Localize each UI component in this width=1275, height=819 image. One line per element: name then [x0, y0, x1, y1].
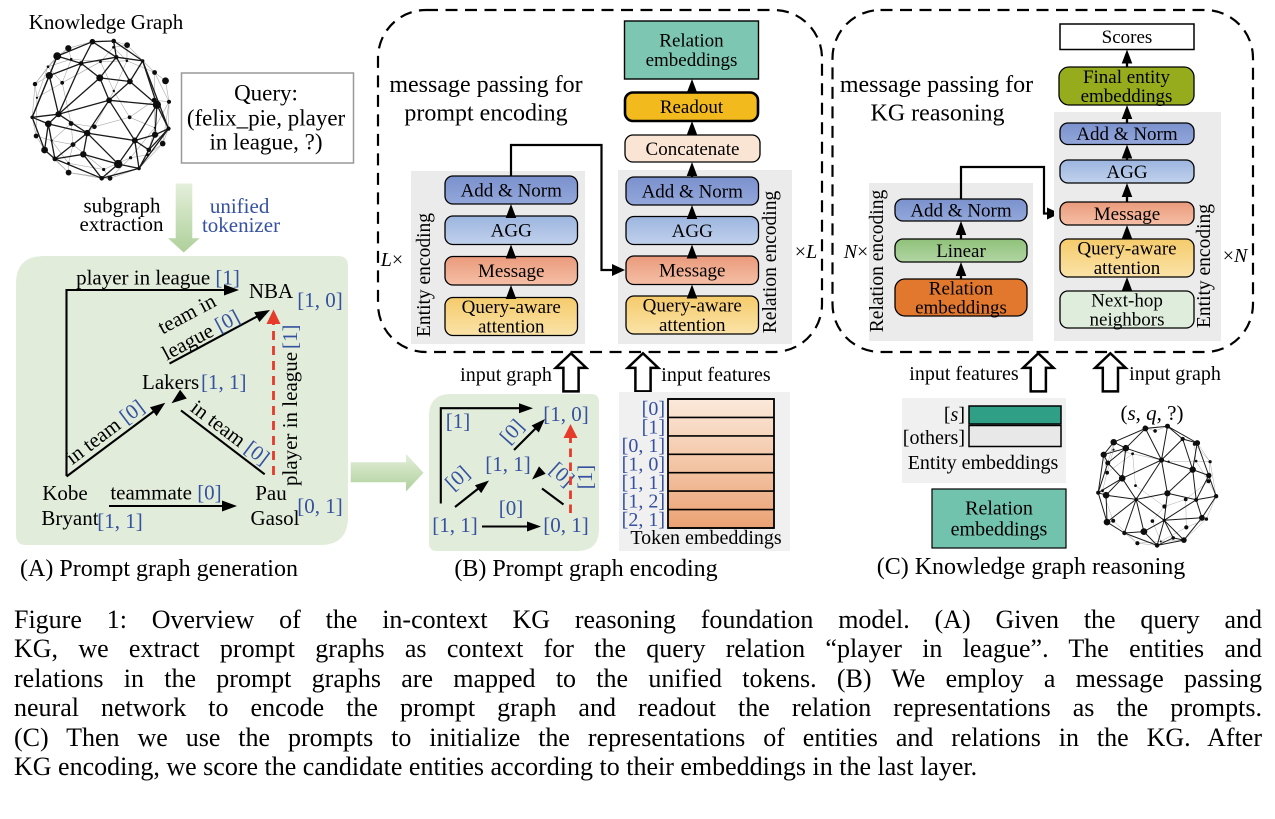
svg-text:embeddings: embeddings — [915, 297, 1007, 318]
svg-text:Lakers: Lakers — [142, 370, 199, 394]
svg-text:Readout: Readout — [660, 97, 724, 118]
svg-text:[others]: [others] — [903, 427, 965, 449]
svg-text:extraction: extraction — [80, 212, 164, 236]
svg-text:neighbors: neighbors — [1090, 309, 1165, 330]
svg-text:in league, ?): in league, ?) — [209, 130, 322, 155]
svg-text:×N: ×N — [1223, 245, 1249, 267]
svg-text:[1, 1]: [1, 1] — [622, 472, 665, 494]
svg-text:Query-aware: Query-aware — [643, 296, 742, 317]
svg-text:Final entity: Final entity — [1083, 67, 1171, 88]
svg-text:[1]: [1] — [278, 325, 302, 350]
svg-text:AGG: AGG — [1106, 162, 1147, 183]
svg-text:[1]: [1] — [642, 417, 665, 439]
svg-text:KG reasoning: KG reasoning — [871, 101, 1005, 127]
svg-text:N×: N× — [843, 241, 869, 263]
svg-text:Add & Norm: Add & Norm — [461, 180, 563, 201]
svg-text:Relation: Relation — [659, 31, 724, 52]
svg-text:[0, 1]: [0, 1] — [543, 513, 589, 537]
svg-text:[0, 1]: [0, 1] — [622, 435, 665, 457]
svg-text:Knowledge Graph: Knowledge Graph — [29, 10, 184, 34]
svg-text:embeddings: embeddings — [1081, 86, 1173, 107]
svg-text:[1]: [1] — [573, 465, 597, 490]
svg-text:[1, 0]: [1, 0] — [622, 454, 665, 476]
svg-text:[1, 0]: [1, 0] — [297, 288, 343, 312]
svg-text:input features: input features — [661, 364, 771, 386]
svg-text:Message: Message — [478, 261, 544, 282]
svg-text:subgraph: subgraph — [84, 193, 161, 217]
svg-text:[0]: [0] — [499, 496, 524, 520]
svg-text:input graph: input graph — [460, 364, 552, 386]
svg-text:Message: Message — [659, 261, 725, 282]
svg-text:(s, q, ?): (s, q, ?) — [1120, 401, 1183, 425]
svg-text:Query-aware: Query-aware — [462, 297, 561, 318]
svg-text:Entity embeddings: Entity embeddings — [908, 452, 1059, 474]
svg-text:attention: attention — [1094, 258, 1161, 279]
svg-text:attention: attention — [478, 317, 545, 338]
svg-text:teammate [0]: teammate [0] — [110, 481, 221, 505]
svg-text:Token embeddings: Token embeddings — [630, 527, 782, 549]
svg-text:Next-hop: Next-hop — [1091, 290, 1163, 311]
svg-text:tokenizer: tokenizer — [202, 213, 280, 237]
svg-text:Entity encoding: Entity encoding — [414, 213, 435, 337]
svg-text:NBA: NBA — [249, 279, 294, 303]
svg-text:Relation encoding: Relation encoding — [760, 191, 781, 334]
svg-text:L×: L× — [380, 249, 403, 271]
svg-text:[1]: [1] — [446, 409, 471, 433]
svg-text:Relation: Relation — [965, 498, 1033, 520]
svg-text:[1, 0]: [1, 0] — [543, 402, 589, 426]
svg-text:[1, 1]: [1, 1] — [97, 509, 143, 533]
svg-text:embeddings: embeddings — [646, 50, 738, 71]
svg-text:AGG: AGG — [672, 221, 713, 242]
svg-text:player in league: player in league — [278, 352, 302, 486]
svg-text:[1, 2]: [1, 2] — [622, 490, 665, 512]
svg-text:Add & Norm: Add & Norm — [642, 181, 744, 202]
svg-text:Relation encoding: Relation encoding — [867, 190, 888, 333]
svg-text:Kobe: Kobe — [42, 481, 88, 505]
svg-text:message passing for: message passing for — [840, 72, 1033, 98]
svg-text:Message: Message — [1094, 204, 1160, 225]
svg-text:[1, 1]: [1, 1] — [432, 513, 478, 537]
svg-text:×L: ×L — [795, 241, 817, 263]
svg-text:Entity encoding: Entity encoding — [1194, 204, 1215, 328]
svg-text:[1, 1]: [1, 1] — [485, 452, 531, 476]
svg-text:unified: unified — [210, 194, 270, 218]
svg-text:Add & Norm: Add & Norm — [1076, 124, 1178, 145]
svg-text:Query-aware: Query-aware — [1077, 239, 1176, 260]
svg-text:(A) Prompt graph generation: (A) Prompt graph generation — [20, 556, 298, 582]
svg-text:input features: input features — [909, 363, 1019, 385]
svg-text:prompt encoding: prompt encoding — [404, 101, 567, 127]
svg-text:(B) Prompt graph encoding: (B) Prompt graph encoding — [454, 556, 717, 582]
svg-text:(C) Knowledge graph reasoning: (C) Knowledge graph reasoning — [877, 554, 1186, 580]
svg-text:Query:: Query: — [234, 81, 298, 106]
svg-text:input graph: input graph — [1129, 363, 1221, 385]
svg-text:Gasol: Gasol — [251, 506, 300, 530]
svg-text:Relation: Relation — [929, 278, 994, 299]
svg-text:Linear: Linear — [936, 241, 986, 262]
svg-text:Bryant: Bryant — [41, 506, 98, 530]
svg-text:(felix_pie, player: (felix_pie, player — [187, 106, 346, 131]
svg-text:[s]: [s] — [944, 404, 965, 426]
svg-text:Scores: Scores — [1102, 27, 1153, 48]
svg-text:player in league [1]: player in league [1] — [76, 266, 240, 290]
svg-text:[0]: [0] — [642, 398, 665, 420]
svg-text:AGG: AGG — [491, 221, 532, 242]
svg-text:[1, 1]: [1, 1] — [201, 370, 247, 394]
svg-text:message passing for: message passing for — [389, 72, 582, 98]
svg-text:[2, 1]: [2, 1] — [622, 509, 665, 531]
svg-text:attention: attention — [659, 315, 726, 336]
svg-text:[0, 1]: [0, 1] — [297, 494, 343, 518]
svg-text:Concatenate: Concatenate — [646, 139, 740, 160]
svg-text:embeddings: embeddings — [951, 519, 1048, 541]
svg-text:Add & Norm: Add & Norm — [910, 200, 1012, 221]
svg-text:Pau: Pau — [255, 481, 287, 505]
